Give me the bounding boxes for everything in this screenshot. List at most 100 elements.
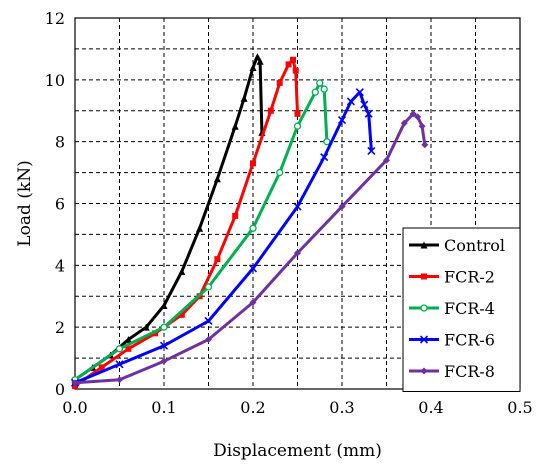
data-point [256, 57, 264, 65]
data-point [232, 212, 239, 219]
legend-item: Control [409, 236, 505, 255]
x-tick-label: 0.3 [329, 398, 354, 417]
data-point [124, 336, 132, 344]
x-axis-label: Displacement (mm) [213, 441, 382, 461]
data-point [267, 107, 274, 114]
data-point [355, 88, 364, 97]
y-axis-label: Load (kN) [15, 160, 35, 246]
data-point [214, 256, 221, 263]
y-tick-label: 4 [55, 256, 65, 275]
legend-marker [420, 367, 428, 375]
series-line [74, 58, 299, 388]
y-tick-label: 8 [55, 133, 65, 152]
data-point [316, 79, 324, 87]
data-point [250, 160, 256, 167]
data-point [231, 122, 239, 130]
data-point [293, 202, 302, 211]
data-point [285, 61, 292, 68]
y-tick-label: 2 [55, 318, 65, 337]
data-point [204, 316, 213, 326]
data-point [400, 119, 408, 127]
legend-marker [421, 273, 427, 280]
data-point [205, 336, 212, 344]
data-point [249, 224, 257, 232]
legend-label: FCR-4 [444, 299, 495, 318]
data-point [160, 302, 168, 310]
legend-marker [420, 241, 428, 249]
data-point [323, 138, 331, 146]
legend-marker [419, 335, 429, 344]
data-point [125, 345, 132, 352]
series-fcr-4 [71, 79, 331, 384]
data-point [178, 268, 186, 276]
data-point [294, 249, 301, 257]
data-point [142, 323, 150, 331]
x-tick-label: 0.4 [418, 398, 443, 417]
legend-item: FCR-8 [409, 362, 495, 381]
series-fcr-2 [72, 56, 301, 389]
y-tick-label: 12 [45, 9, 65, 28]
legend-label: FCR-2 [444, 268, 495, 287]
plot-area-frame [74, 17, 521, 390]
y-tick-label: 0 [55, 380, 65, 399]
legend-items: Control FCR-2 FCR-4 FCR-6 FCR-8 [409, 236, 505, 381]
data-point [116, 376, 123, 384]
legend-item: FCR-2 [409, 268, 495, 287]
data-point [338, 203, 346, 211]
legend-item: FCR-4 [409, 299, 495, 318]
data-point [159, 341, 169, 350]
legend-item: FCR-6 [409, 331, 495, 350]
data-point [418, 122, 426, 130]
data-point [409, 110, 417, 118]
x-tick-label: 0.5 [507, 398, 532, 417]
data-point [253, 53, 261, 61]
legend-label: FCR-8 [444, 362, 495, 381]
data-point [367, 146, 376, 156]
legend-label: FCR-6 [444, 331, 495, 350]
data-point [115, 360, 124, 369]
x-axis-ticks: 0.0 0.1 0.2 0.3 0.4 0.5 [62, 398, 532, 417]
data-point [311, 88, 319, 96]
y-axis-ticks: 0 2 4 6 8 10 12 [45, 9, 65, 399]
data-point [320, 153, 329, 162]
x-tick-label: 0.0 [62, 398, 87, 417]
data-point [290, 56, 297, 63]
data-point [248, 264, 258, 273]
series-fcr-8 [71, 110, 429, 387]
data-point [98, 364, 105, 371]
legend-marker [420, 304, 428, 312]
data-point [240, 94, 248, 102]
data-point [115, 345, 124, 353]
series-fcr-6 [70, 88, 376, 387]
data-point [276, 79, 283, 86]
data-point [292, 67, 299, 74]
data-point [204, 283, 213, 291]
data-point [71, 379, 79, 387]
data-point [249, 63, 257, 71]
data-point [383, 156, 390, 164]
data-point [160, 323, 168, 331]
data-point [364, 109, 373, 118]
legend: Control FCR-2 FCR-4 FCR-6 FCR-8 [402, 227, 521, 392]
data-point [360, 100, 369, 109]
data-point [152, 330, 159, 337]
data-point [213, 175, 221, 183]
data-point [294, 110, 301, 117]
data-point [337, 115, 347, 125]
data-point [249, 298, 257, 306]
legend-label: Control [444, 236, 505, 255]
data-point [196, 224, 204, 232]
data-point [320, 85, 328, 93]
data-point [346, 97, 355, 106]
y-tick-label: 6 [55, 195, 65, 214]
data-point [421, 141, 429, 149]
data-point [160, 357, 168, 365]
data-point [178, 311, 185, 318]
data-point [276, 168, 284, 177]
x-tick-label: 0.2 [240, 398, 265, 417]
data-point [293, 122, 302, 130]
data-point [414, 113, 422, 121]
series-layer [70, 53, 429, 389]
y-tick-label: 10 [45, 71, 65, 90]
